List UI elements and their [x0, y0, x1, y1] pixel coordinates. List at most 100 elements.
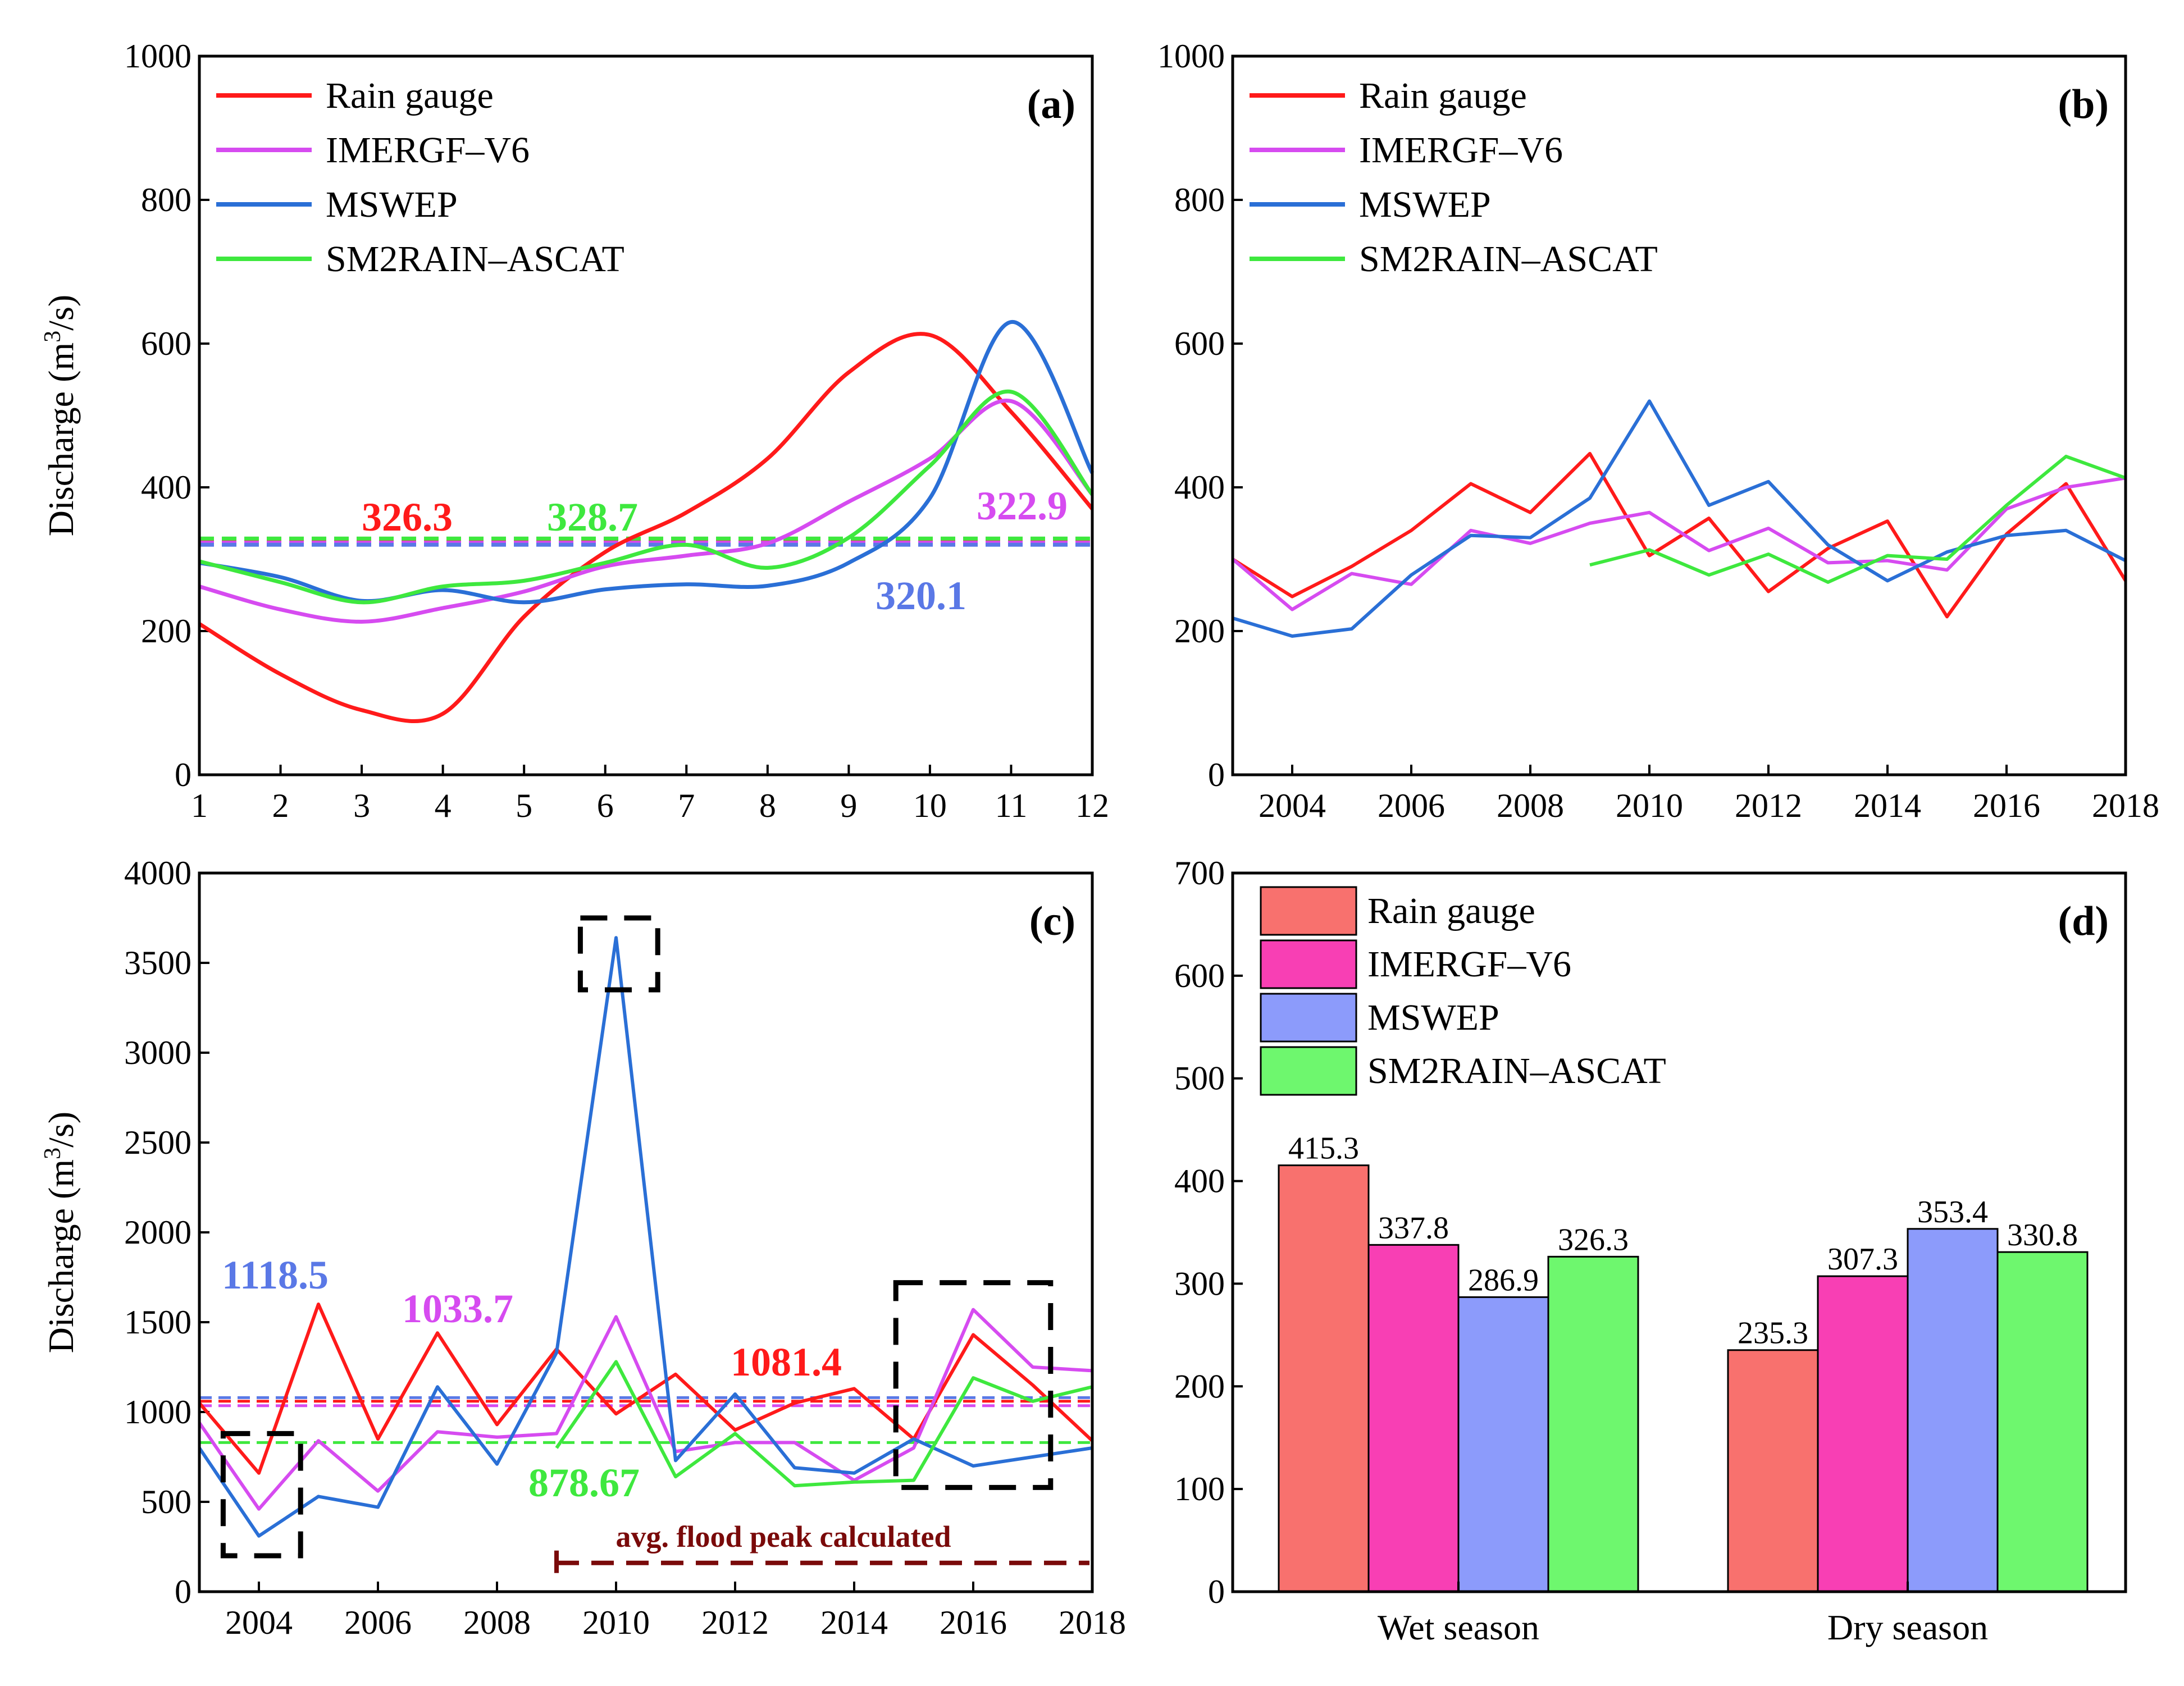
bar	[1996, 1251, 2089, 1593]
y-axis-label: Discharge (m3/s)	[40, 295, 81, 536]
x-tick-label: 2016	[940, 1604, 1007, 1641]
panel-d: 0 100 200 300 400 500 600 700 415.3 337.8 286.9 326…	[1174, 855, 2127, 1647]
series-line	[1232, 451, 2127, 619]
bar	[1547, 1255, 1639, 1593]
bar-value-label: 330.8	[2007, 1218, 2078, 1253]
bar	[1817, 1275, 1909, 1593]
mean-value-label: 320.1	[876, 573, 966, 618]
x-tick-label: 2014	[1854, 787, 1921, 824]
legend-swatch	[1260, 886, 1357, 936]
legend-entry: Rain gauge	[326, 75, 494, 116]
y-tick-label: 1500	[124, 1304, 192, 1341]
flood-peak-note: avg. flood peak calculated	[615, 1520, 951, 1554]
y-tick-label: 0	[1208, 1573, 1225, 1610]
x-tick-label: 2	[272, 787, 289, 824]
mean-value-label: 328.7	[547, 495, 638, 540]
x-tick-label: 6	[597, 787, 614, 824]
mean-value-label: 322.9	[977, 483, 1068, 528]
mean-value-label: 878.67	[528, 1460, 640, 1505]
x-tick-label: 9	[840, 787, 857, 824]
mean-value-label: 1118.5	[222, 1253, 329, 1297]
legend-entry: MSWEP	[1367, 997, 1499, 1038]
y-tick-label: 2500	[124, 1124, 192, 1161]
bar-value-label: 235.3	[1738, 1316, 1808, 1351]
x-tick-label: 2018	[2092, 787, 2159, 824]
y-tick-label: 200	[141, 613, 192, 650]
y-tick-label: 600	[1174, 957, 1225, 994]
category-label: Dry season	[1827, 1607, 1988, 1647]
mean-value-label: 1081.4	[731, 1340, 842, 1385]
y-tick-label: 700	[1174, 855, 1225, 892]
y-tick-label: 500	[1174, 1060, 1225, 1097]
y-tick-label: 1000	[1157, 38, 1225, 75]
panel-label: (b)	[2058, 81, 2109, 127]
x-tick-label: 3	[353, 787, 370, 824]
y-tick-label: 800	[141, 181, 192, 218]
bar-value-label: 326.3	[1558, 1222, 1629, 1257]
x-tick-label: 2010	[582, 1604, 650, 1641]
legend-swatch	[1260, 939, 1357, 989]
y-tick-label: 500	[141, 1483, 192, 1520]
legend-entry: IMERGF–V6	[1359, 130, 1563, 171]
series-line	[198, 936, 1093, 1538]
x-tick-label: 2006	[1378, 787, 1445, 824]
x-tick-label: 2008	[463, 1604, 531, 1641]
y-tick-label: 200	[1174, 1368, 1225, 1405]
y-tick-label: 0	[175, 1573, 192, 1610]
bar	[1457, 1296, 1549, 1593]
legend-entry: SM2RAIN–ASCAT	[326, 239, 624, 280]
x-tick-label: 2014	[820, 1604, 888, 1641]
y-tick-label: 800	[1174, 181, 1225, 218]
bar-value-label: 353.4	[1917, 1195, 1988, 1230]
legend-entry: SM2RAIN–ASCAT	[1359, 239, 1658, 280]
y-tick-label: 3000	[124, 1034, 192, 1071]
mean-value-label: 326.3	[362, 495, 453, 540]
plot-frame	[1231, 54, 2127, 776]
legend-entry: MSWEP	[326, 184, 458, 225]
y-tick-label: 4000	[124, 855, 192, 892]
series-line	[1232, 399, 2127, 638]
legend-swatch	[1260, 1046, 1357, 1096]
series-line	[198, 1303, 1094, 1475]
highlight-box	[893, 1280, 1054, 1490]
x-tick-label: 2004	[1259, 787, 1326, 824]
panel-c: 0 500 1000 1500 2000 2500 3000 3500 4000 2004 2006…	[40, 855, 1126, 1641]
x-tick-label: 4	[435, 787, 452, 824]
x-tick-label: 12	[1075, 787, 1109, 824]
highlight-box	[220, 1431, 303, 1559]
highlight-box	[577, 915, 660, 993]
y-tick-label: 200	[1174, 613, 1225, 650]
bar-value-label: 337.8	[1378, 1210, 1449, 1245]
y-tick-label: 1000	[124, 1393, 192, 1431]
y-tick-label: 400	[1174, 469, 1225, 506]
panel-label: (c)	[1029, 898, 1075, 944]
mean-value-label: 1033.7	[402, 1286, 513, 1331]
legend-swatch	[1260, 993, 1357, 1043]
x-tick-label: 11	[995, 787, 1028, 824]
y-tick-label: 400	[1174, 1163, 1225, 1200]
y-tick-label: 100	[1174, 1470, 1225, 1507]
bar-value-label: 307.3	[1827, 1242, 1898, 1277]
y-tick-label: 1000	[124, 38, 192, 75]
y-tick-label: 3500	[124, 944, 192, 981]
bar	[1278, 1164, 1370, 1593]
y-tick-label: 300	[1174, 1265, 1225, 1302]
panel-b: 0 200 400 600 800 1000 2004 2006 2008 2010 2012 201…	[1157, 38, 2159, 824]
x-tick-label: 1	[191, 787, 208, 824]
bar	[1367, 1244, 1460, 1593]
x-tick-label: 8	[759, 787, 776, 824]
y-axis-label: Discharge (m3/s)	[40, 1112, 81, 1353]
legend-entry: IMERGF–V6	[1367, 944, 1571, 985]
y-tick-label: 400	[141, 469, 192, 506]
bar	[1727, 1349, 1819, 1593]
panel-label: (d)	[2058, 898, 2109, 944]
legend-entry: Rain gauge	[1367, 890, 1535, 931]
y-tick-label: 600	[1174, 325, 1225, 362]
bar-value-label: 286.9	[1468, 1263, 1539, 1297]
series-line	[198, 1308, 1093, 1511]
x-tick-label: 2008	[1497, 787, 1564, 824]
x-tick-label: 5	[516, 787, 532, 824]
x-tick-label: 2016	[1973, 787, 2040, 824]
x-tick-label: 7	[678, 787, 695, 824]
